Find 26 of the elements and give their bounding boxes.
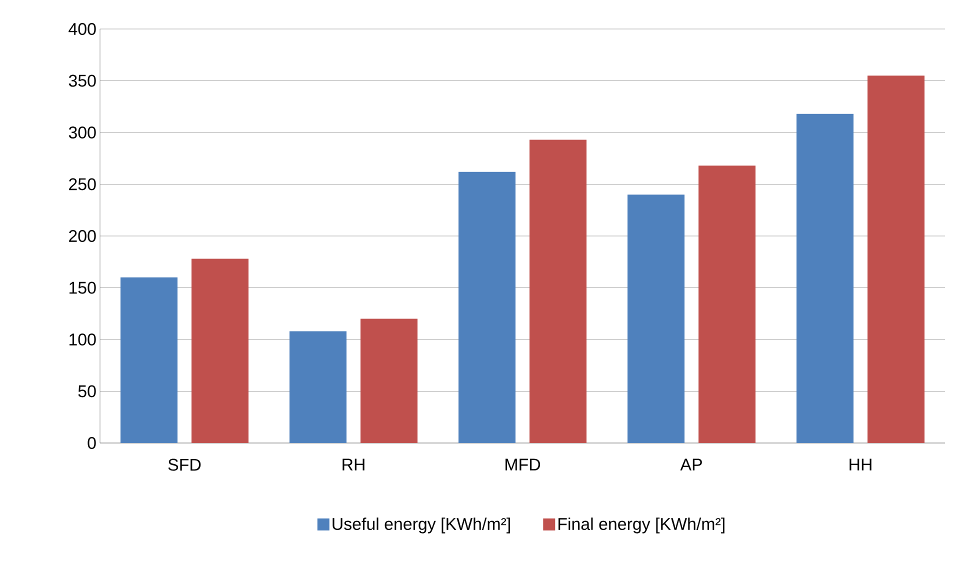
y-tick-label: 200 — [69, 230, 96, 242]
bar — [796, 114, 854, 443]
x-tick-label: AP — [680, 458, 702, 470]
bar — [360, 318, 418, 443]
bar — [458, 172, 516, 443]
legend-label: Useful energy [KWh/m²] — [332, 518, 510, 534]
bar — [192, 258, 249, 443]
x-tick-label: MFD — [506, 458, 540, 470]
y-tick-label: 300 — [68, 126, 96, 138]
y-tick-label: 400 — [68, 23, 96, 35]
y-tick-label: 250 — [69, 178, 96, 190]
y-tick-label: 350 — [68, 74, 96, 87]
legend-label: Final energy [KWh/m²] — [558, 518, 724, 534]
x-tick-label: RH — [342, 458, 364, 470]
x-tick-label: SFD — [168, 458, 201, 471]
y-tick-label: 0 — [88, 437, 96, 449]
bar — [698, 166, 756, 443]
bar — [868, 76, 925, 443]
bar — [120, 277, 178, 443]
bar — [290, 331, 347, 443]
y-tick-label: 50 — [78, 385, 96, 398]
y-tick-label: 100 — [70, 334, 96, 346]
bar — [530, 140, 587, 443]
bar — [628, 194, 685, 443]
x-tick-label: HH — [850, 458, 872, 470]
y-tick-label: 150 — [70, 282, 96, 294]
